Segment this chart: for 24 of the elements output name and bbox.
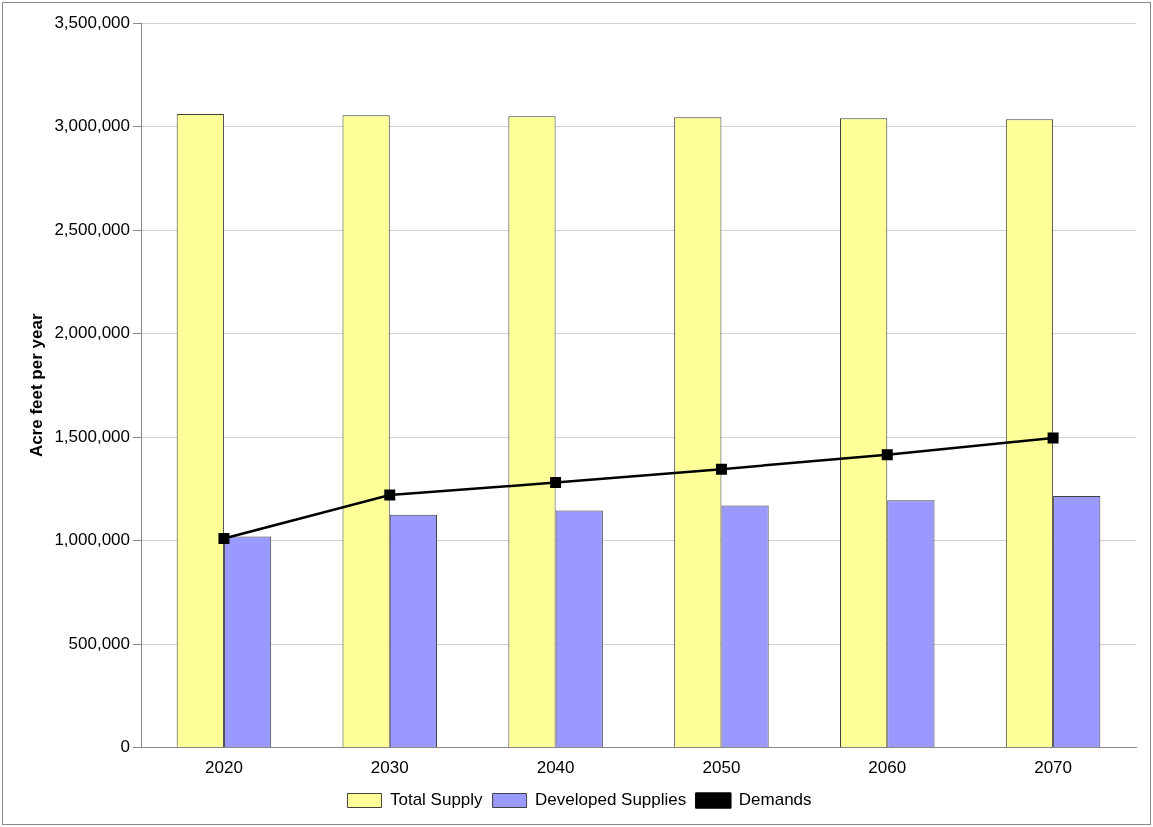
x-tick-label: 2050 bbox=[702, 758, 741, 778]
x-tick-label: 2030 bbox=[370, 758, 409, 778]
point bbox=[715, 463, 727, 475]
y-axis-title: Acre feet per year bbox=[26, 313, 46, 458]
legend-label: Demands bbox=[738, 790, 812, 810]
legend-label: Developed Supplies bbox=[535, 790, 687, 810]
legend-label: Total Supply bbox=[389, 790, 484, 810]
y-tick-label: 2,500,000 bbox=[54, 219, 131, 239]
x-tick-label: 2040 bbox=[536, 758, 575, 778]
x-tick-label: 2020 bbox=[205, 758, 243, 778]
y-tick-label: 1,500,000 bbox=[54, 426, 131, 446]
y-tick-label: 0 bbox=[120, 737, 131, 757]
y-tick-label: 2,000,000 bbox=[54, 323, 131, 343]
y-tick-label: 3,000,000 bbox=[54, 116, 131, 136]
x-tick-label: 2060 bbox=[868, 758, 907, 778]
point bbox=[881, 449, 893, 461]
point bbox=[1047, 432, 1059, 444]
y-tick-label: 1,000,000 bbox=[54, 530, 131, 550]
point bbox=[218, 533, 230, 544]
y-tick-label: 3,500,000 bbox=[54, 12, 131, 32]
y-tick-label: 500,000 bbox=[68, 633, 131, 653]
point bbox=[550, 477, 562, 489]
point bbox=[384, 489, 396, 501]
x-tick-label: 2070 bbox=[1034, 758, 1072, 778]
